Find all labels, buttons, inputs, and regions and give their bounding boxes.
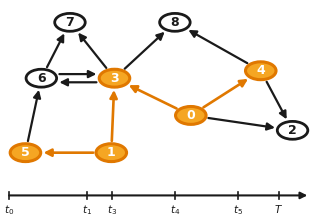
Text: $t_{1}$: $t_{1}$ bbox=[82, 203, 92, 214]
Text: $T$: $T$ bbox=[274, 203, 283, 214]
Circle shape bbox=[176, 107, 206, 124]
Text: 3: 3 bbox=[110, 72, 119, 85]
Text: $t_{3}$: $t_{3}$ bbox=[107, 203, 117, 214]
Text: 7: 7 bbox=[66, 16, 74, 29]
Text: 6: 6 bbox=[37, 72, 46, 85]
Circle shape bbox=[55, 13, 85, 31]
Circle shape bbox=[99, 69, 130, 87]
Text: $t_{5}$: $t_{5}$ bbox=[233, 203, 243, 214]
Circle shape bbox=[10, 144, 41, 162]
Circle shape bbox=[160, 13, 190, 31]
Circle shape bbox=[96, 144, 127, 162]
Text: 8: 8 bbox=[170, 16, 179, 29]
Text: 4: 4 bbox=[256, 64, 265, 77]
Text: $t_{0}$: $t_{0}$ bbox=[4, 203, 15, 214]
Text: 1: 1 bbox=[107, 146, 116, 159]
Circle shape bbox=[26, 69, 57, 87]
Text: 0: 0 bbox=[186, 109, 195, 122]
Text: 5: 5 bbox=[21, 146, 30, 159]
Text: $t_{4}$: $t_{4}$ bbox=[169, 203, 180, 214]
Circle shape bbox=[277, 121, 308, 139]
Circle shape bbox=[245, 62, 276, 80]
Text: 2: 2 bbox=[288, 124, 297, 137]
